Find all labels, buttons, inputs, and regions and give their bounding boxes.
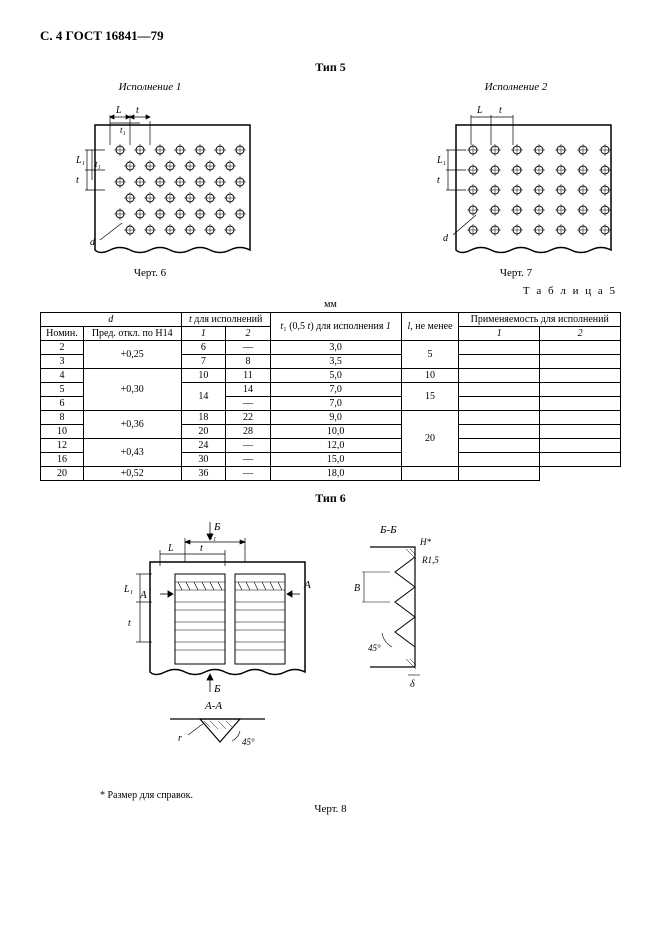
fig6-caption: Черт. 6 — [40, 267, 260, 279]
fig7-t: t — [499, 105, 502, 116]
th-p2: 2 — [540, 327, 621, 341]
fig6-L: L — [115, 105, 122, 116]
th-d: d — [41, 313, 182, 327]
f8-BB: Б-Б — [379, 524, 397, 536]
table-row: 20+0,5236—18,0 — [41, 467, 621, 481]
th-p1: 1 — [459, 327, 540, 341]
figure-8: Б t₁ L t — [40, 512, 621, 782]
table5-label: Т а б л и ц а 5 — [40, 285, 617, 297]
fig7-L: L — [476, 105, 483, 116]
figures-type5: Исполнение 1 — [40, 81, 621, 279]
fig6-subtitle: Исполнение 1 — [40, 81, 260, 93]
f8-45b: 45° — [242, 737, 255, 747]
fig7-subtitle: Исполнение 2 — [411, 81, 621, 93]
f8-t1: t₁ — [210, 531, 216, 542]
f8-B-bot: Б — [213, 683, 221, 695]
f8-delta: δ — [410, 679, 415, 690]
fig6-tv: t — [76, 175, 79, 186]
table-row: 4+0,3010115,010 — [41, 369, 621, 383]
th-c2: 2 — [226, 327, 271, 341]
footnote: * Размер для справок. — [100, 790, 621, 801]
figure-6: Исполнение 1 — [40, 81, 260, 279]
f8-45: 45° — [368, 643, 381, 653]
f8-Hstar: H* — [419, 537, 431, 547]
th-tisp: t для исполнений — [181, 313, 270, 327]
f8-AA: А-А — [204, 700, 222, 712]
table5-unit: мм — [40, 299, 621, 310]
th-prim: Применяемость для исполнений — [459, 313, 621, 327]
th-l: l, не менее — [401, 313, 459, 341]
f8-Bsec: B — [354, 583, 360, 594]
f8-tv: t — [128, 618, 131, 629]
fig7-L1: L₁ — [436, 155, 446, 166]
table-row: 2+0,256—3,05 — [41, 341, 621, 355]
fig8-caption: Черт. 8 — [40, 803, 621, 815]
table-row: 8+0,3618229,020 — [41, 411, 621, 425]
f8-L: L — [167, 543, 174, 554]
fig6-L1: L₁ — [75, 155, 85, 166]
page-header: С. 4 ГОСТ 16841—79 — [40, 28, 621, 44]
fig6-svg: L t t₁ L₁ t t₁ d — [40, 95, 260, 265]
f8-t: t — [200, 543, 203, 554]
fig7-svg: L t L₁ t d — [411, 95, 621, 265]
th-pred: Пред. откл. по Н14 — [83, 327, 181, 341]
fig7-caption: Черт. 7 — [411, 267, 621, 279]
f8-r: r — [178, 733, 182, 744]
f8-R15: R1,5 — [421, 555, 439, 565]
f8-L1: L₁ — [123, 584, 133, 595]
table5: d t для исполнений t₁ (0,5 t) для исполн… — [40, 312, 621, 481]
svg-text:A: A — [303, 579, 311, 591]
th-t1: t₁ (0,5 t) для исполнения 1 — [270, 313, 401, 341]
fig8-svg: Б t₁ L t — [40, 512, 470, 782]
fig7-tv: t — [437, 175, 440, 186]
th-c1: 1 — [181, 327, 226, 341]
tip5-title: Тип 5 — [40, 60, 621, 75]
fig7-d: d — [443, 233, 449, 244]
svg-text:t₁: t₁ — [95, 159, 101, 169]
fig6-t: t — [136, 105, 139, 116]
th-nomin: Номин. — [41, 327, 84, 341]
fig6-t1: t₁ — [120, 125, 126, 135]
tip6-title: Тип 6 — [40, 491, 621, 506]
table-row: 12+0,4324—12,0 — [41, 439, 621, 453]
figure-7: Исполнение 2 L t — [411, 81, 621, 279]
